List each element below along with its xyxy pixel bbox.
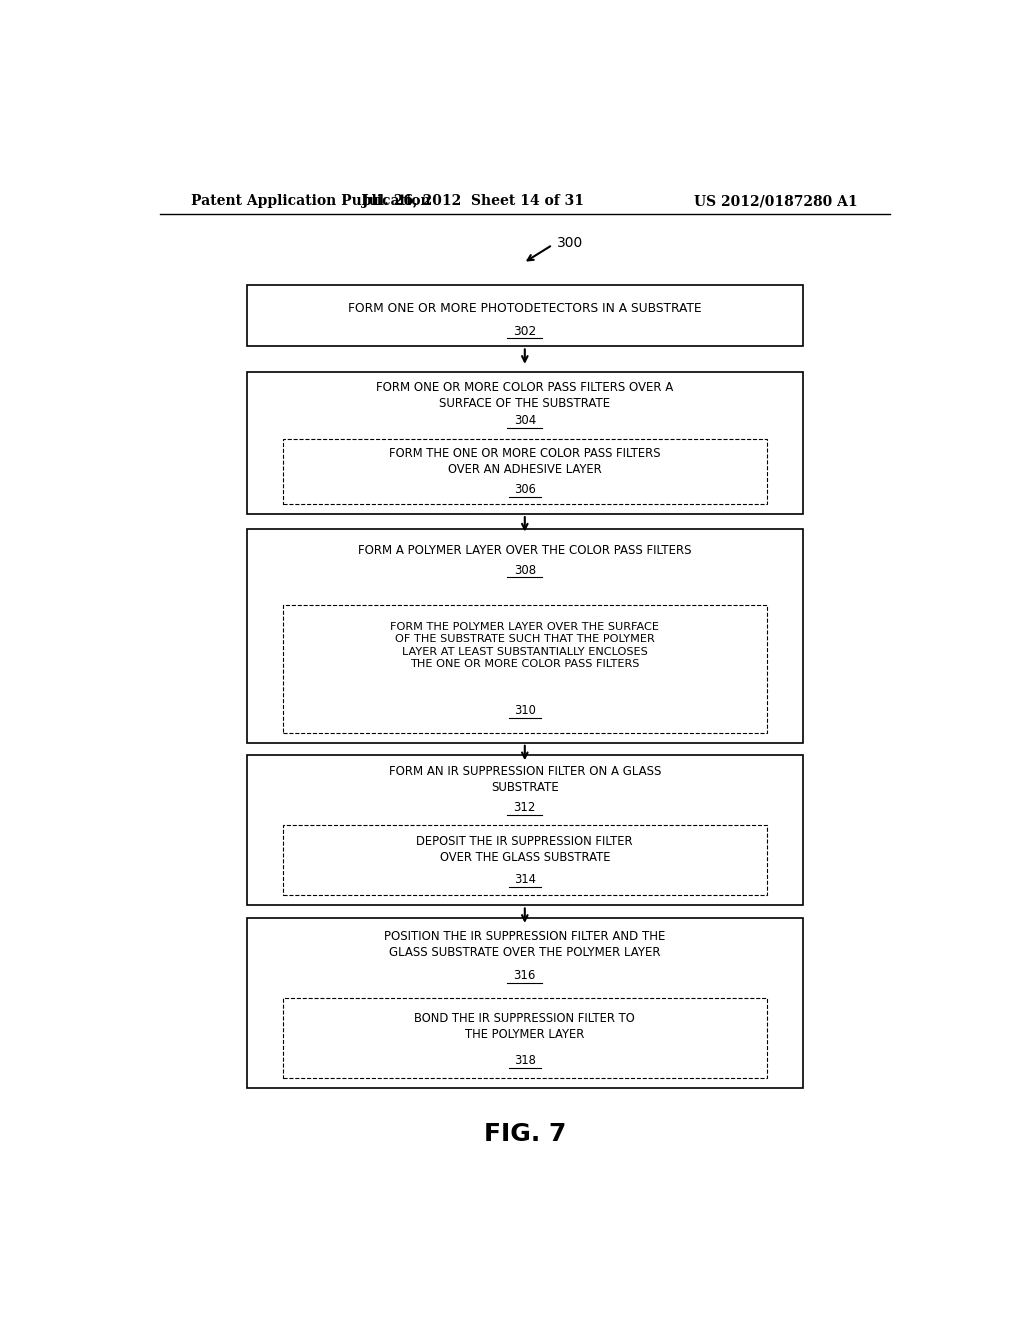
Text: 310: 310 — [514, 705, 536, 717]
Text: FORM A POLYMER LAYER OVER THE COLOR PASS FILTERS: FORM A POLYMER LAYER OVER THE COLOR PASS… — [358, 544, 691, 557]
Text: 304: 304 — [514, 414, 536, 428]
Text: US 2012/0187280 A1: US 2012/0187280 A1 — [694, 194, 858, 209]
Text: FORM THE ONE OR MORE COLOR PASS FILTERS
OVER AN ADHESIVE LAYER: FORM THE ONE OR MORE COLOR PASS FILTERS … — [389, 447, 660, 477]
FancyBboxPatch shape — [283, 438, 767, 504]
FancyBboxPatch shape — [247, 755, 803, 906]
FancyBboxPatch shape — [283, 825, 767, 895]
Text: 308: 308 — [514, 564, 536, 577]
Text: FORM ONE OR MORE COLOR PASS FILTERS OVER A
SURFACE OF THE SUBSTRATE: FORM ONE OR MORE COLOR PASS FILTERS OVER… — [376, 381, 674, 409]
Text: 316: 316 — [514, 969, 536, 982]
Text: 306: 306 — [514, 483, 536, 496]
Text: DEPOSIT THE IR SUPPRESSION FILTER
OVER THE GLASS SUBSTRATE: DEPOSIT THE IR SUPPRESSION FILTER OVER T… — [417, 834, 633, 863]
Text: FORM ONE OR MORE PHOTODETECTORS IN A SUBSTRATE: FORM ONE OR MORE PHOTODETECTORS IN A SUB… — [348, 301, 701, 314]
FancyBboxPatch shape — [247, 917, 803, 1089]
FancyBboxPatch shape — [283, 998, 767, 1078]
Text: 314: 314 — [514, 874, 536, 886]
Text: 302: 302 — [513, 325, 537, 338]
Text: 300: 300 — [557, 236, 583, 249]
Text: Jul. 26, 2012  Sheet 14 of 31: Jul. 26, 2012 Sheet 14 of 31 — [362, 194, 585, 209]
Text: Patent Application Publication: Patent Application Publication — [191, 194, 431, 209]
FancyBboxPatch shape — [247, 529, 803, 743]
Text: POSITION THE IR SUPPRESSION FILTER AND THE
GLASS SUBSTRATE OVER THE POLYMER LAYE: POSITION THE IR SUPPRESSION FILTER AND T… — [384, 929, 666, 958]
FancyBboxPatch shape — [247, 285, 803, 346]
Text: 318: 318 — [514, 1055, 536, 1067]
Text: FORM AN IR SUPPRESSION FILTER ON A GLASS
SUBSTRATE: FORM AN IR SUPPRESSION FILTER ON A GLASS… — [389, 764, 660, 793]
FancyBboxPatch shape — [283, 605, 767, 733]
FancyBboxPatch shape — [247, 372, 803, 515]
Text: BOND THE IR SUPPRESSION FILTER TO
THE POLYMER LAYER: BOND THE IR SUPPRESSION FILTER TO THE PO… — [415, 1011, 635, 1040]
Text: FORM THE POLYMER LAYER OVER THE SURFACE
OF THE SUBSTRATE SUCH THAT THE POLYMER
L: FORM THE POLYMER LAYER OVER THE SURFACE … — [390, 622, 659, 669]
Text: 312: 312 — [514, 801, 536, 814]
Text: FIG. 7: FIG. 7 — [483, 1122, 566, 1146]
